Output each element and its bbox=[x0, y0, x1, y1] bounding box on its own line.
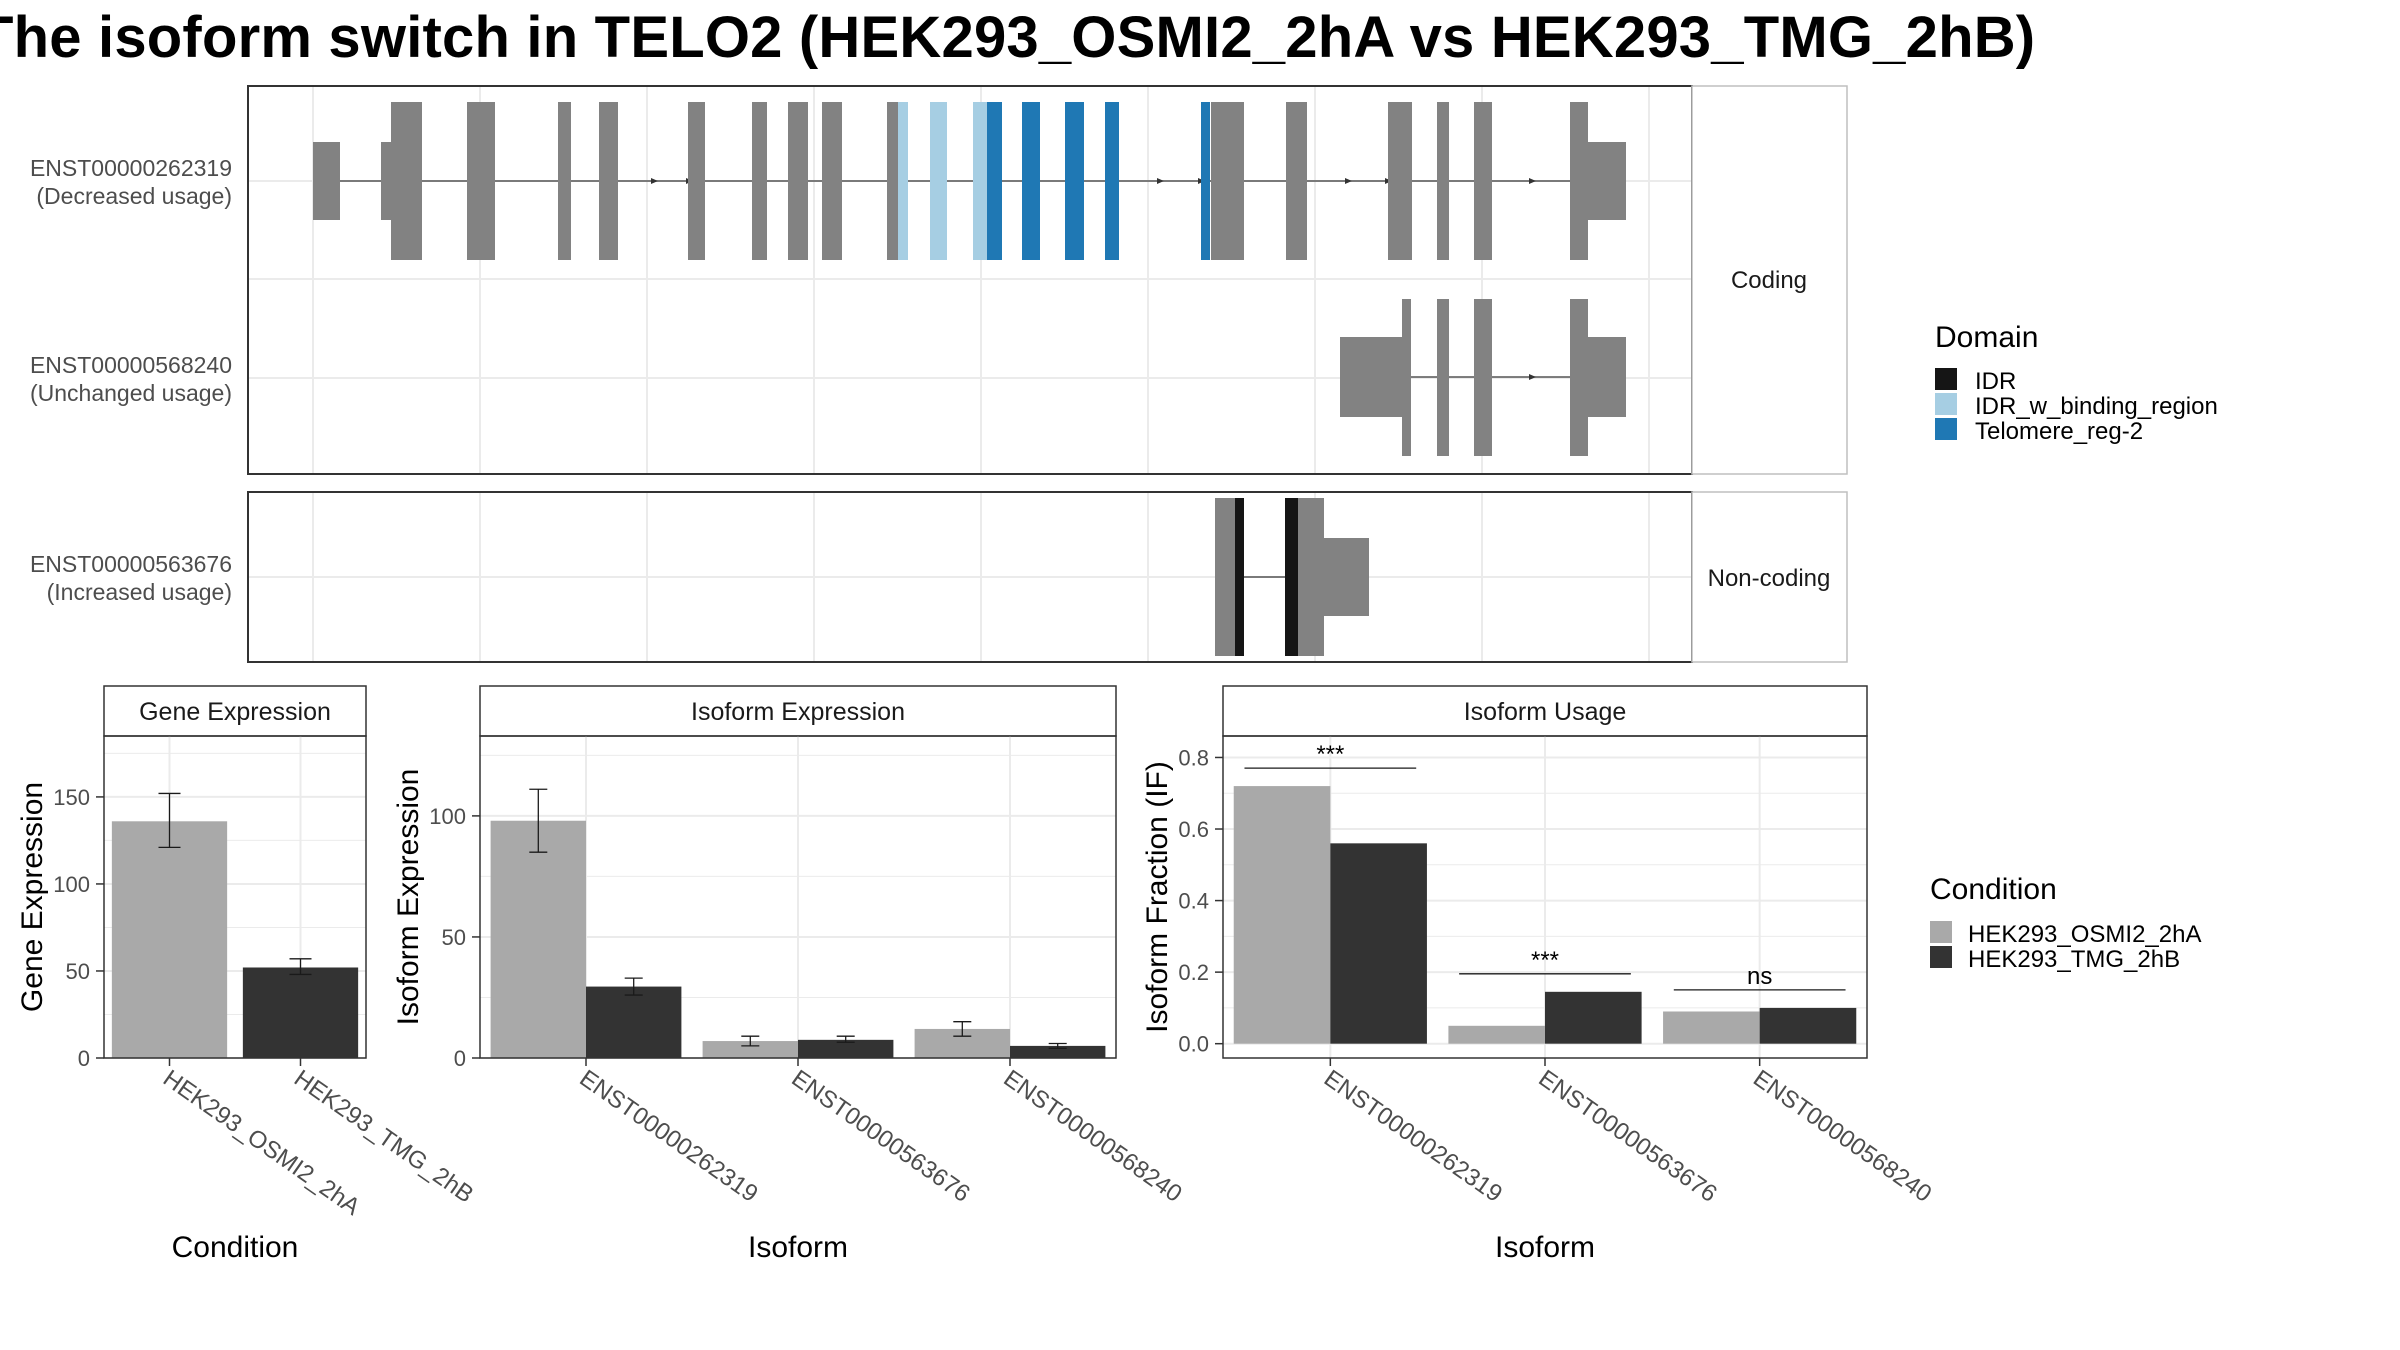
facet-strip-coding bbox=[1691, 85, 1848, 475]
exons bbox=[1215, 498, 1369, 656]
bar bbox=[111, 821, 228, 1058]
domain-idr bbox=[1235, 498, 1298, 656]
y-tick-label: 0 bbox=[454, 1046, 466, 1071]
y-tick-label: 150 bbox=[53, 785, 90, 810]
transcript-structure: Coding Non-coding ENST00000262319 (Decre… bbox=[30, 85, 1848, 663]
y-tick-label: 0.0 bbox=[1178, 1032, 1209, 1057]
structure-grid-bottom bbox=[248, 492, 1692, 662]
x-tick-label: ENST00000563676 bbox=[1534, 1065, 1722, 1208]
transcript-label-usage: (Unchanged usage) bbox=[30, 380, 232, 406]
legend-key-telomere-reg-2 bbox=[1935, 418, 1957, 440]
legend-label-idr: IDR bbox=[1975, 368, 2016, 395]
bar bbox=[1330, 843, 1427, 1044]
panel-strip-label: Isoform Expression bbox=[691, 698, 905, 726]
legend-key-idr bbox=[1935, 368, 1957, 390]
bar bbox=[1663, 1011, 1760, 1044]
significance-label: *** bbox=[1316, 741, 1344, 768]
legend-domain-title: Domain bbox=[1935, 321, 2038, 354]
bar bbox=[586, 986, 682, 1058]
y-axis-title: Gene Expression bbox=[16, 782, 49, 1012]
bar bbox=[1233, 786, 1331, 1044]
facet-label-noncoding: Non-coding bbox=[1708, 565, 1831, 592]
transcript-label-usage: (Decreased usage) bbox=[36, 183, 232, 209]
facet-label-coding: Coding bbox=[1731, 267, 1807, 294]
legend-key-osmi2 bbox=[1930, 921, 1952, 943]
transcript-label-id: ENST00000568240 bbox=[30, 352, 232, 378]
transcript-enst00000568240 bbox=[1340, 299, 1626, 456]
bar bbox=[798, 1039, 894, 1058]
exons bbox=[313, 102, 1626, 260]
bar bbox=[490, 820, 586, 1058]
bar bbox=[702, 1041, 798, 1058]
y-axis-title: Isoform Expression bbox=[392, 769, 425, 1026]
y-tick-label: 100 bbox=[429, 804, 466, 829]
legend-condition-title: Condition bbox=[1930, 873, 2057, 906]
legend-domain: Domain IDR IDR_w_binding_region Telomere… bbox=[1935, 321, 2218, 445]
significance-label: *** bbox=[1531, 947, 1559, 974]
bar bbox=[1010, 1045, 1106, 1058]
bar bbox=[242, 967, 359, 1058]
bar bbox=[1759, 1007, 1857, 1044]
legend-label-tmg: HEK293_TMG_2hB bbox=[1968, 946, 2180, 973]
transcript-label-id: ENST00000563676 bbox=[30, 551, 232, 577]
bar bbox=[1545, 991, 1642, 1044]
x-axis-title: Isoform bbox=[748, 1231, 848, 1264]
exons bbox=[1340, 299, 1626, 456]
y-axis-title: Isoform Fraction (IF) bbox=[1141, 761, 1174, 1033]
transcript-enst00000563676 bbox=[1215, 498, 1369, 656]
legend-label-telomere-reg-2: Telomere_reg-2 bbox=[1975, 418, 2143, 445]
y-tick-label: 50 bbox=[442, 925, 466, 950]
legend-key-tmg bbox=[1930, 946, 1952, 968]
x-tick-label: ENST00000568240 bbox=[1748, 1065, 1936, 1208]
panel-border bbox=[103, 735, 367, 1059]
significance-label: ns bbox=[1747, 963, 1772, 990]
x-axis-title: Isoform bbox=[1495, 1231, 1595, 1264]
facet-strip-noncoding bbox=[1691, 491, 1848, 663]
panel-strip-label: Gene Expression bbox=[139, 698, 331, 726]
plot-title: The isoform switch in TELO2 (HEK293_OSMI… bbox=[0, 5, 2036, 70]
isoform-usage-panel: Isoform Usage *** *** ns 0.0 0.2 0.4 0.6 0.8 ENST… bbox=[1141, 685, 1936, 1264]
x-tick-label: ENST00000262319 bbox=[575, 1065, 763, 1208]
bar bbox=[1448, 1025, 1545, 1044]
legend-label-idr-w-binding-region: IDR_w_binding_region bbox=[1975, 393, 2218, 420]
x-tick-label: ENST00000568240 bbox=[999, 1065, 1187, 1208]
y-tick-label: 0.6 bbox=[1178, 817, 1209, 842]
y-tick-label: 0.4 bbox=[1178, 889, 1209, 914]
domain-idr-w-binding-region bbox=[898, 102, 987, 260]
domain-telomere-reg-2 bbox=[987, 102, 1210, 260]
legend-condition: Condition HEK293_OSMI2_2hA HEK293_TMG_2h… bbox=[1930, 873, 2201, 973]
transcript-label-usage: (Increased usage) bbox=[47, 579, 232, 605]
y-tick-label: 0.8 bbox=[1178, 745, 1209, 770]
legend-key-idr-w-binding-region bbox=[1935, 393, 1957, 415]
y-tick-label: 0.2 bbox=[1178, 960, 1209, 985]
legend-label-osmi2: HEK293_OSMI2_2hA bbox=[1968, 921, 2201, 948]
y-tick-label: 100 bbox=[53, 872, 90, 897]
gene-expression-panel: Gene Expression050100150HEK293_OSMI2_2hA… bbox=[16, 685, 478, 1264]
y-tick-label: 0 bbox=[78, 1046, 90, 1071]
x-axis-title: Condition bbox=[172, 1231, 299, 1264]
transcript-label-id: ENST00000262319 bbox=[30, 155, 232, 181]
panel-strip-label: Isoform Usage bbox=[1464, 698, 1627, 726]
y-tick-label: 50 bbox=[66, 959, 90, 984]
panel-strip bbox=[479, 685, 1117, 737]
transcript-enst00000262319 bbox=[313, 102, 1626, 260]
x-tick-label: ENST00000563676 bbox=[787, 1065, 975, 1208]
x-tick-label: ENST00000262319 bbox=[1319, 1065, 1507, 1208]
